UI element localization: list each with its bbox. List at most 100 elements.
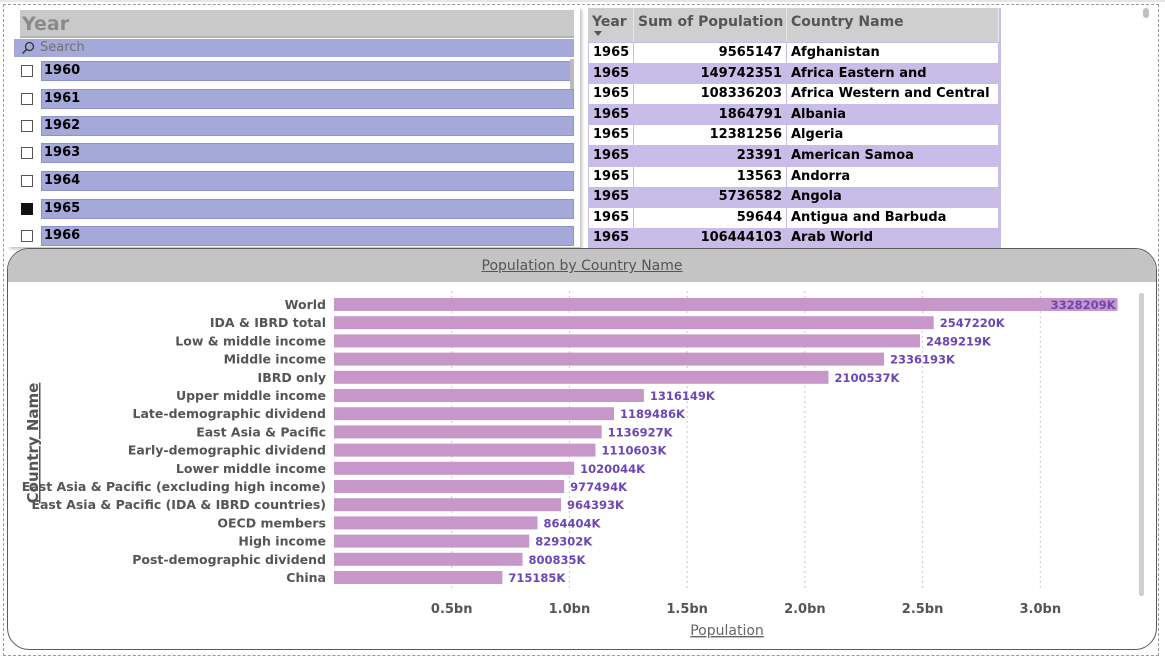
bar xyxy=(334,334,921,348)
bar xyxy=(334,298,1118,311)
slicer-item-1960[interactable]: 1960 xyxy=(8,61,574,83)
category-label: Upper middle income xyxy=(176,388,326,403)
search-icon xyxy=(21,41,35,55)
page-scrollbar[interactable] xyxy=(1143,8,1149,18)
y-axis-title: Country Name xyxy=(24,383,42,504)
slicer-title: Year xyxy=(20,10,574,38)
column-header-year-label: Year xyxy=(592,14,627,30)
data-label: 3328209K xyxy=(1051,298,1117,312)
table-row[interactable]: 1965 9565147 Afghanistan xyxy=(588,43,999,63)
cell-population: 108336203 xyxy=(634,84,787,105)
category-label: Post-demographic dividend xyxy=(132,552,326,567)
table-row[interactable]: 1965 13563 Andorra xyxy=(588,166,999,187)
slicer-search-input[interactable]: Search xyxy=(14,39,574,57)
data-label: 829302K xyxy=(535,535,593,549)
data-label: 864404K xyxy=(544,516,602,530)
category-label: Early-demographic dividend xyxy=(128,443,326,458)
cell-country: Algeria xyxy=(787,125,999,146)
data-label: 1316149K xyxy=(650,389,716,403)
data-label: 1110603K xyxy=(601,444,667,458)
table-row[interactable]: 1965 5736582 Angola xyxy=(588,187,999,208)
bar xyxy=(334,516,538,530)
chart-scrollbar[interactable] xyxy=(1139,293,1144,596)
data-label: 964393K xyxy=(567,498,625,512)
column-header-country[interactable]: Country Name xyxy=(787,8,999,42)
slicer-item-1963[interactable]: 1963 xyxy=(8,143,574,165)
table-border xyxy=(999,8,1001,248)
table-row[interactable]: 1965 108336203 Africa Western and Central xyxy=(588,84,999,105)
category-label: Lower middle income xyxy=(176,461,326,476)
data-label: 800835K xyxy=(529,553,587,567)
checkbox[interactable] xyxy=(21,147,33,159)
bar-chart: 0.5bn 1.0bn 1.5bn 2.0bn 2.5bn 3.0bn World 33282… xyxy=(22,291,1118,639)
cell-population: 9565147 xyxy=(634,43,787,63)
category-label: Middle income xyxy=(224,352,326,367)
cell-year: 1965 xyxy=(589,84,634,105)
top-divider xyxy=(0,0,1165,2)
cell-population: 149742351 xyxy=(634,63,787,84)
category-label: IBRD only xyxy=(258,370,326,385)
cell-population: 13563 xyxy=(634,166,787,187)
year-slicer: Year Search 1960 1961 1962 1963 1964 1965 1966 xyxy=(8,7,580,247)
sort-descending-icon xyxy=(594,31,602,36)
checkbox-checked[interactable] xyxy=(21,203,33,215)
bar xyxy=(334,389,644,402)
x-tick-label: 1.0bn xyxy=(549,602,591,617)
cell-population: 5736582 xyxy=(634,187,787,208)
cell-country: Arab World xyxy=(787,228,999,248)
slicer-scrollbar[interactable] xyxy=(570,59,574,89)
checkbox[interactable] xyxy=(21,120,33,132)
cell-population: 23391 xyxy=(634,146,787,166)
slicer-item-1962[interactable]: 1962 xyxy=(8,116,574,138)
cell-year: 1965 xyxy=(589,166,634,187)
cell-year: 1965 xyxy=(589,125,634,146)
report-canvas xyxy=(3,4,1159,656)
cell-country: Africa Eastern and Southern xyxy=(787,63,999,101)
slicer-item-1961[interactable]: 1961 xyxy=(8,89,574,111)
column-header-population[interactable]: Sum of Population xyxy=(634,8,787,42)
x-tick-label: 3.0bn xyxy=(1020,602,1062,617)
cell-country: Afghanistan xyxy=(787,43,999,63)
bar xyxy=(334,461,575,475)
cell-year: 1965 xyxy=(589,104,634,125)
cell-country: Antigua and Barbuda xyxy=(787,207,999,228)
chart-header xyxy=(8,249,1156,282)
bar xyxy=(334,370,829,384)
checkbox[interactable] xyxy=(21,175,33,187)
table-row[interactable]: 1965 23391 American Samoa xyxy=(588,146,999,166)
slicer-item-1965[interactable]: 1965 xyxy=(8,199,574,221)
cell-country: Africa Western and Central xyxy=(787,84,999,105)
slicer-item-1966[interactable]: 1966 xyxy=(8,226,574,247)
bar xyxy=(334,480,565,493)
x-tick-label: 0.5bn xyxy=(431,602,473,617)
cell-year: 1965 xyxy=(589,187,634,208)
category-label: World xyxy=(285,297,326,312)
bar xyxy=(334,552,523,566)
table-row[interactable]: 1965 1864791 Albania xyxy=(588,104,999,125)
slicer-item-label: 1965 xyxy=(41,199,574,219)
cell-year: 1965 xyxy=(589,146,634,166)
population-table: Year Sum of Population Country Name 1965… xyxy=(588,8,1001,248)
table-row[interactable]: 1965 106444103 Arab World xyxy=(588,228,999,248)
checkbox[interactable] xyxy=(21,93,33,105)
table-row[interactable]: 1965 59644 Antigua and Barbuda xyxy=(588,207,999,228)
table-row[interactable]: 1965 12381256 Algeria xyxy=(588,125,999,146)
category-label: High income xyxy=(238,534,326,549)
category-label: OECD members xyxy=(217,515,326,530)
slicer-item-label: 1961 xyxy=(41,89,574,109)
slicer-item-1964[interactable]: 1964 xyxy=(8,171,574,193)
column-header-year[interactable]: Year xyxy=(588,8,634,42)
cell-population: 106444103 xyxy=(634,228,787,248)
population-chart-card: Population by Country Name 0.5bn 1.0bn 1.5… xyxy=(7,248,1157,650)
data-label: 977494K xyxy=(570,480,628,494)
checkbox[interactable] xyxy=(21,230,33,242)
category-label: China xyxy=(286,570,326,585)
checkbox[interactable] xyxy=(21,65,33,77)
data-label: 1020044K xyxy=(580,462,646,476)
data-label: 1189486K xyxy=(620,407,686,421)
data-label: 715185K xyxy=(508,571,566,585)
bar xyxy=(334,425,602,439)
cell-year: 1965 xyxy=(589,228,634,248)
bar xyxy=(334,443,596,457)
